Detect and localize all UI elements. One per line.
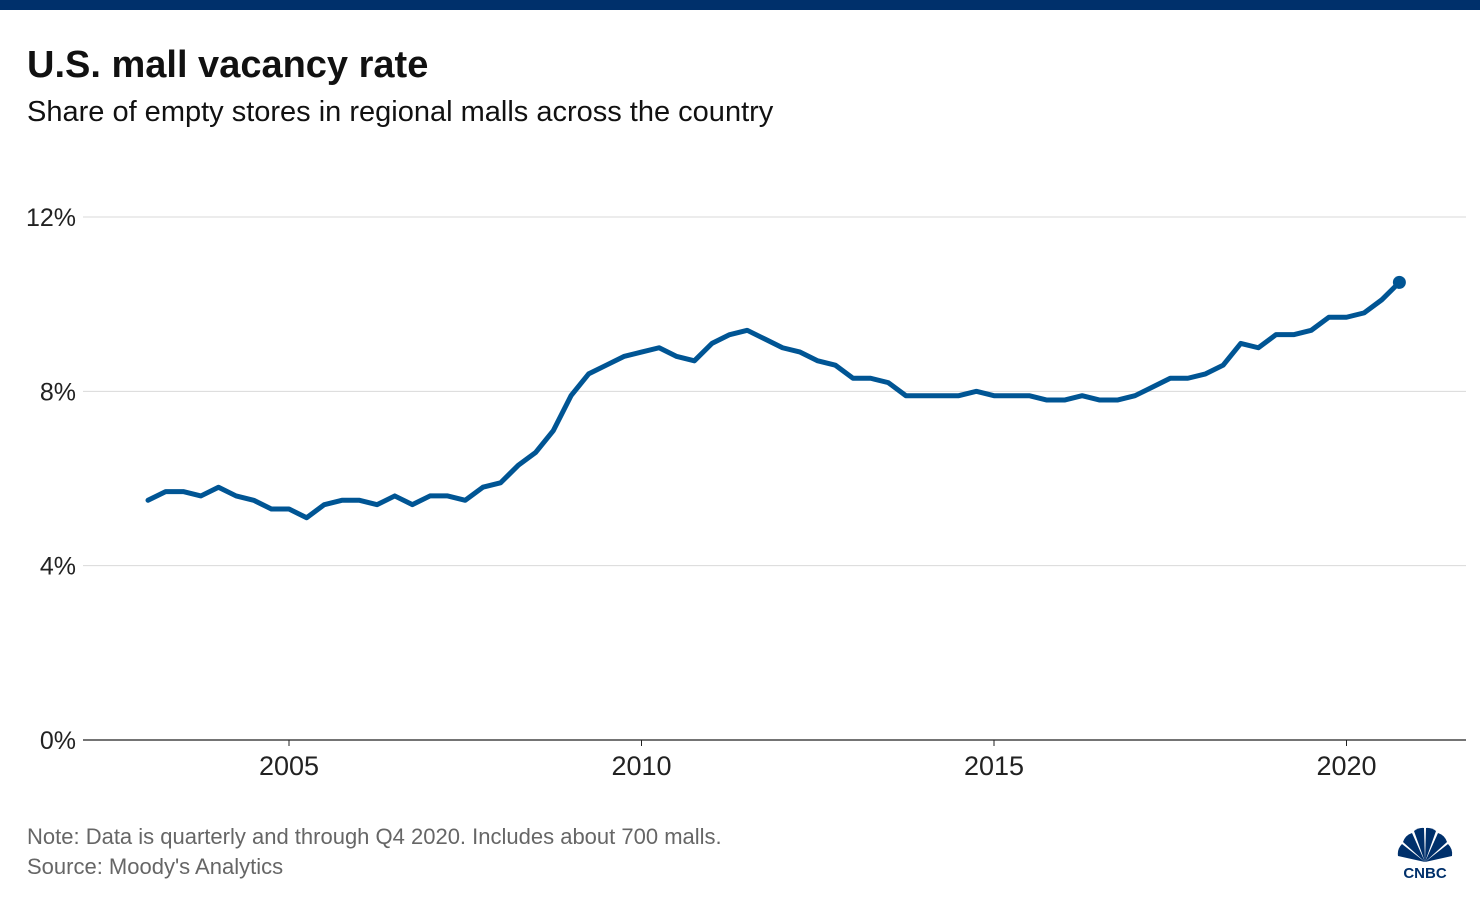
chart-footer: Note: Data is quarterly and through Q4 2… (27, 822, 722, 882)
y-tick-label: 4% (40, 553, 76, 581)
x-tick-label: 2020 (1316, 751, 1376, 781)
chart-subtitle: Share of empty stores in regional malls … (27, 96, 774, 128)
x-tick-label: 2015 (964, 751, 1024, 781)
series-line (145, 279, 1402, 521)
y-tick-label: 0% (40, 727, 76, 755)
svg-text:CNBC: CNBC (1403, 865, 1446, 881)
cnbc-peacock-logo: CNBC (1397, 827, 1453, 881)
source-note: Source: Moody's Analytics (27, 854, 284, 879)
end-point-marker (1392, 275, 1406, 289)
x-tick-label: 2005 (259, 751, 319, 781)
y-tick-label: 8% (40, 378, 76, 406)
top-accent-bar (0, 0, 1480, 10)
x-tick-label: 2010 (611, 751, 671, 781)
y-tick-label: 12% (26, 204, 76, 232)
footnote: Note: Data is quarterly and through Q4 2… (27, 824, 722, 849)
chart-title: U.S. mall vacancy rate (27, 44, 429, 86)
